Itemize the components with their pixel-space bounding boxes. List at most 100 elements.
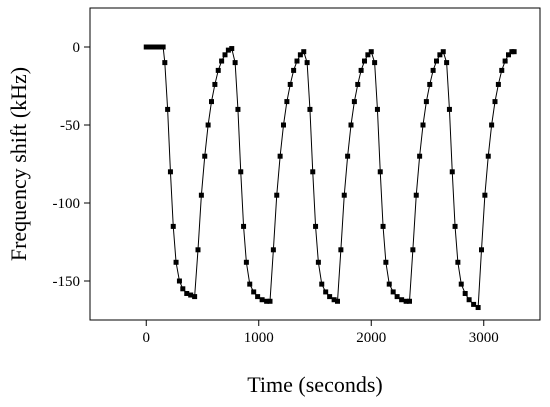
data-point xyxy=(437,52,443,58)
data-point xyxy=(365,52,371,58)
data-point xyxy=(297,52,303,58)
data-point xyxy=(215,67,221,73)
data-point xyxy=(466,297,472,303)
data-point xyxy=(270,247,276,253)
data-point xyxy=(229,46,235,52)
data-point xyxy=(485,153,491,159)
data-point xyxy=(264,298,270,304)
data-point xyxy=(176,278,182,284)
data-point xyxy=(482,192,488,198)
data-line xyxy=(146,46,515,309)
data-point xyxy=(394,294,400,300)
data-point xyxy=(449,169,455,175)
data-point xyxy=(380,223,386,229)
data-point xyxy=(153,44,159,50)
data-point xyxy=(341,192,347,198)
data-point xyxy=(495,81,501,87)
data-point xyxy=(173,259,179,265)
y-tick-label: -100 xyxy=(53,196,81,212)
data-point xyxy=(162,60,168,66)
data-point xyxy=(331,297,337,303)
data-point xyxy=(446,106,452,112)
data-point xyxy=(219,58,225,64)
data-point xyxy=(232,60,238,66)
data-point xyxy=(355,81,361,87)
data-point xyxy=(372,60,378,66)
data-point xyxy=(150,44,156,50)
x-tick-label: 0 xyxy=(143,330,151,346)
data-point xyxy=(383,259,389,265)
data-point xyxy=(212,81,218,87)
data-point xyxy=(434,58,439,64)
data-point xyxy=(301,49,307,55)
plot-frame xyxy=(89,7,541,321)
x-tick-label: 2000 xyxy=(356,330,386,346)
data-point xyxy=(511,49,517,55)
data-point xyxy=(165,106,171,112)
data-point xyxy=(413,192,419,198)
data-point xyxy=(430,67,436,73)
data-point xyxy=(291,67,297,73)
data-point xyxy=(403,298,409,304)
data-point xyxy=(198,192,204,198)
data-point xyxy=(458,281,464,287)
data-point xyxy=(362,58,367,64)
data-point xyxy=(259,297,265,303)
data-point xyxy=(274,192,280,198)
data-point xyxy=(180,286,186,292)
data-point xyxy=(167,169,173,175)
data-point xyxy=(499,67,505,73)
data-point xyxy=(323,289,329,295)
data-point xyxy=(335,298,340,304)
data-point xyxy=(195,247,201,253)
y-tick-label: 0 xyxy=(73,40,81,56)
data-point xyxy=(420,122,426,128)
data-point xyxy=(345,153,351,159)
data-point xyxy=(319,281,325,287)
data-point xyxy=(462,290,468,296)
data-point xyxy=(390,289,396,295)
data-point xyxy=(423,99,429,105)
data-point xyxy=(170,223,176,229)
data-point xyxy=(417,153,423,159)
data-point xyxy=(238,169,244,175)
data-point xyxy=(147,44,153,50)
data-point xyxy=(338,247,344,253)
data-point xyxy=(184,290,190,296)
x-tick-label: 1000 xyxy=(244,330,274,346)
data-point xyxy=(351,99,357,105)
data-point xyxy=(492,99,498,105)
data-point xyxy=(281,122,286,128)
data-point xyxy=(284,99,290,105)
data-point xyxy=(315,259,321,265)
data-point xyxy=(225,47,231,53)
data-point xyxy=(307,106,313,112)
data-point xyxy=(506,52,511,58)
data-point xyxy=(475,305,481,311)
data-point xyxy=(241,223,247,229)
data-point xyxy=(479,247,484,253)
data-point xyxy=(304,60,310,66)
data-point xyxy=(243,259,249,265)
data-point xyxy=(222,52,228,58)
data-point xyxy=(399,297,405,303)
data-point xyxy=(386,281,392,287)
data-point xyxy=(205,122,211,128)
data-point xyxy=(188,292,194,298)
data-point xyxy=(209,99,214,105)
data-point xyxy=(267,298,273,304)
data-point xyxy=(407,298,412,304)
data-point xyxy=(455,259,461,265)
data-point xyxy=(294,58,300,64)
data-point xyxy=(368,49,374,55)
data-point xyxy=(277,153,283,159)
data-point xyxy=(427,81,433,87)
data-point xyxy=(489,122,495,128)
data-point xyxy=(160,44,166,50)
data-point xyxy=(348,122,354,128)
data-point xyxy=(471,301,477,307)
data-point xyxy=(444,60,450,66)
data-point xyxy=(287,81,293,87)
data-point xyxy=(235,106,241,112)
